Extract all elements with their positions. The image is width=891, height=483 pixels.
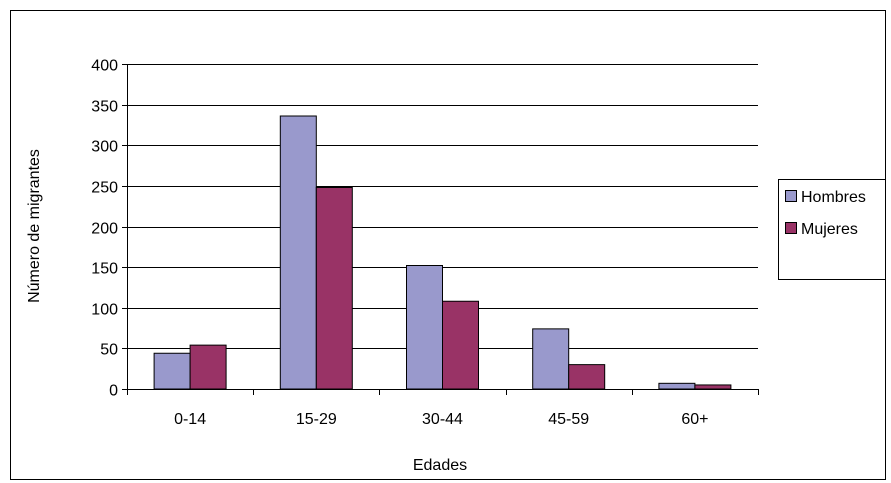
x-tick-labels: 0-14 15-29 30-44 45-59 60+ <box>174 411 708 428</box>
y-tick-label: 100 <box>91 302 118 319</box>
bar-hombres-30-44 <box>406 265 443 390</box>
y-tick-labels: 0 50 100 150 200 250 300 350 400 <box>91 58 118 400</box>
bar-mujeres-60+ <box>694 384 732 390</box>
y-tick-label: 300 <box>91 139 118 156</box>
bar-hombres-45-59 <box>532 328 570 390</box>
legend-label-hombres: Hombres <box>801 189 866 206</box>
y-tick-label: 200 <box>91 221 118 238</box>
axes <box>122 64 759 395</box>
y-axis-label: Número de migrantes <box>26 149 43 303</box>
bar-mujeres-30-44 <box>442 300 479 390</box>
x-axis-label: Edades <box>413 457 467 474</box>
legend-swatch-hombres <box>785 190 797 202</box>
y-tick-label: 350 <box>91 99 118 116</box>
x-tick-label: 15-29 <box>296 411 337 428</box>
gridlines <box>127 64 758 349</box>
x-tick-label: 0-14 <box>174 411 206 428</box>
bar-hombres-15-29 <box>279 115 317 390</box>
y-tick-label: 50 <box>100 342 118 359</box>
y-tick-label: 250 <box>91 180 118 197</box>
x-tick-label: 45-59 <box>548 411 589 428</box>
bar-hombres-60+ <box>658 382 696 390</box>
legend-swatch-mujeres <box>785 222 797 234</box>
bar-hombres-0-14 <box>153 352 191 390</box>
legend-label-mujeres: Mujeres <box>801 221 858 238</box>
bars <box>153 115 732 390</box>
x-tick-label: 30-44 <box>422 411 463 428</box>
x-tick-label: 60+ <box>681 411 708 428</box>
y-tick-label: 150 <box>91 261 118 278</box>
y-tick-label: 400 <box>91 58 118 75</box>
bar-mujeres-0-14 <box>189 344 227 390</box>
bar-mujeres-15-29 <box>315 187 353 390</box>
legend: Hombres Mujeres <box>778 179 886 280</box>
y-tick-label: 0 <box>109 383 118 400</box>
bar-mujeres-45-59 <box>568 364 606 390</box>
